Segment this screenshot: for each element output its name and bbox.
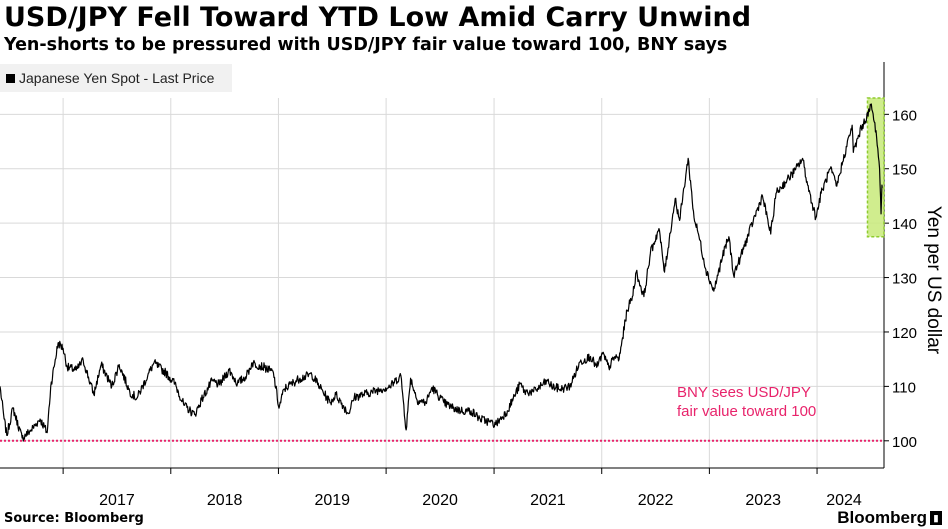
y-tick-label: 140: [892, 216, 917, 233]
x-tick-label: 2022: [638, 492, 674, 509]
y-tick-label: 110: [892, 379, 916, 396]
y-tick-label: 100: [892, 434, 917, 451]
highlight-box: [866, 97, 885, 238]
brand-name: Bloomberg: [837, 508, 927, 527]
reference-line-group: BNY sees USD/JPY fair value toward 100: [0, 384, 884, 442]
x-tick-label: 2017: [99, 492, 135, 509]
x-tick-label: 2018: [207, 492, 243, 509]
x-tick-label: 2023: [745, 492, 781, 509]
chart-title: USD/JPY Fell Toward YTD Low Amid Carry U…: [4, 2, 752, 33]
y-tick-label: 150: [892, 162, 917, 179]
y-tick-label: 120: [892, 325, 917, 342]
x-tick-label: 2021: [530, 492, 566, 509]
reference-annotation: fair value toward 100: [677, 403, 816, 420]
brand-logo: Bloomberg ▮: [837, 508, 942, 528]
x-tick-label: 2020: [422, 492, 458, 509]
legend-swatch: [6, 73, 15, 83]
x-tick-label: 2024: [826, 492, 862, 509]
series-layer: [0, 103, 883, 442]
chart-subtitle: Yen-shorts to be pressured with USD/JPY …: [4, 35, 728, 55]
series-line-usdjpy: [0, 103, 883, 442]
y-tick-label: 130: [892, 271, 917, 288]
legend: Japanese Yen Spot - Last Price: [0, 64, 232, 92]
bloomberg-mark-icon: ▮: [930, 511, 942, 525]
source-note: Source: Bloomberg: [4, 511, 144, 526]
x-tick-label: 2019: [314, 492, 350, 509]
legend-label: Japanese Yen Spot - Last Price: [19, 70, 215, 86]
highlight-region: [866, 97, 885, 238]
y-axis-label: Yen per US dollar: [923, 206, 944, 355]
reference-annotation: BNY sees USD/JPY: [677, 384, 811, 401]
y-tick-label: 160: [892, 107, 917, 124]
axis: 100 110 120 130 140 150 160 2017 2018 2019 2020 202…: [0, 62, 917, 509]
